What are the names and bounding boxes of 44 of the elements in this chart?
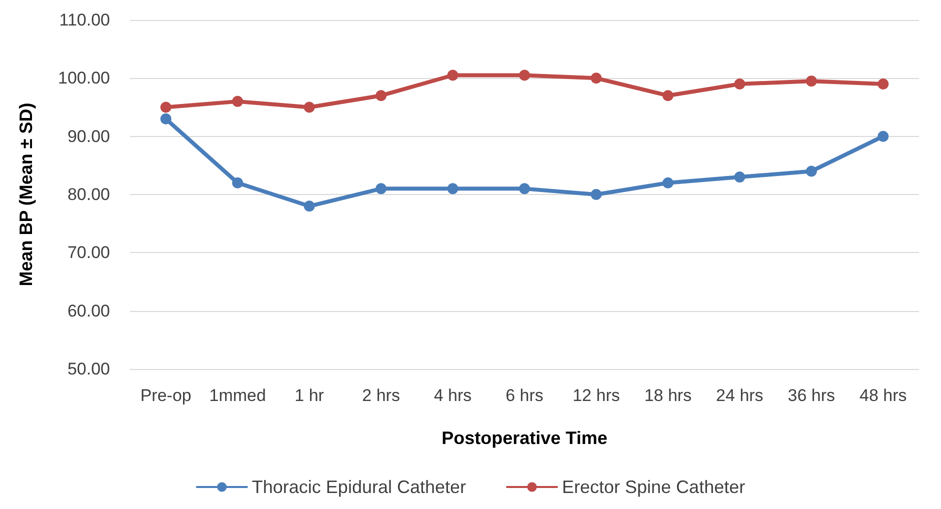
x-tick-label: 18 hrs: [644, 386, 692, 405]
x-tick-label: 6 hrs: [506, 386, 544, 405]
x-tick-label: Pre-op: [140, 386, 192, 405]
point: [806, 76, 817, 87]
x-tick-label: 1mmed: [209, 386, 266, 405]
point: [447, 70, 458, 81]
point: [806, 166, 817, 177]
x-tick-label: 4 hrs: [434, 386, 472, 405]
point: [160, 113, 172, 124]
point: [878, 78, 889, 90]
point: [232, 177, 244, 188]
point: [232, 96, 244, 107]
x-tick-label: 48 hrs: [860, 386, 907, 405]
y-tick-label: 70.00: [67, 243, 110, 262]
legend-label: Erector Spine Catheter: [562, 477, 746, 497]
x-tick-label: 24 hrs: [716, 386, 764, 405]
point: [519, 70, 530, 81]
x-tick-label: 36 hrs: [788, 386, 836, 405]
point: [734, 172, 746, 183]
point: [447, 183, 458, 194]
point: [734, 78, 746, 90]
point: [662, 90, 674, 102]
point: [590, 72, 602, 84]
y-tick-label: 90.00: [67, 126, 110, 146]
y-axis-title: Mean BP (Mean ± SD): [16, 102, 36, 286]
y-tick-label: 80.00: [67, 185, 110, 204]
point: [160, 102, 172, 113]
point: [304, 102, 315, 113]
point: [662, 177, 674, 188]
x-tick-label: 2 hrs: [362, 386, 400, 405]
x-axis-title: Postoperative Time: [442, 428, 608, 448]
y-tick-label: 100.00: [58, 68, 110, 88]
y-tick-label: 50.00: [67, 360, 110, 378]
legend-label: Thoracic Epidural Catheter: [252, 477, 466, 497]
point: [590, 189, 602, 200]
x-tick-label: 1 hr: [294, 386, 324, 405]
point: [519, 183, 530, 194]
x-tick-label: 12 hrs: [572, 386, 620, 405]
point: [878, 130, 889, 142]
point: [376, 183, 387, 194]
point: [376, 90, 387, 102]
y-tick-label: 110.00: [59, 10, 110, 30]
y-tick-label: 60.00: [67, 301, 110, 320]
point: [304, 200, 315, 212]
